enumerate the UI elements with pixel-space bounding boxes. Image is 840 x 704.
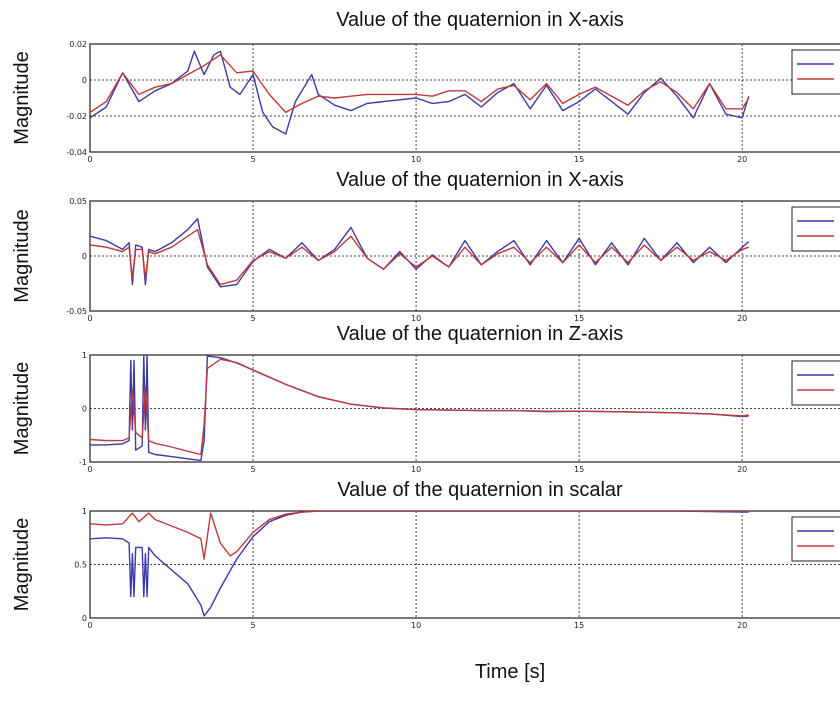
panel-4: Value of the quaternion in scalar Magnitu…	[11, 479, 840, 630]
y-tick-label: 1	[82, 351, 87, 360]
x-tick-label: 20	[737, 314, 747, 323]
y-tick-label: -0.04	[66, 148, 87, 157]
y-axis-label: Magnitude	[11, 518, 33, 611]
x-tick-label: 15	[574, 465, 584, 474]
series-line-2	[90, 358, 749, 456]
y-tick-label: 0.5	[74, 561, 87, 570]
y-axis-label: Magnitude	[11, 209, 33, 302]
series-line-1	[90, 217, 750, 288]
y-tick-label: -0.02	[66, 112, 87, 121]
legend-box	[791, 516, 840, 562]
x-tick-label: 0	[87, 465, 92, 474]
x-tick-label: 10	[411, 155, 421, 164]
x-tick-label: 20	[737, 621, 747, 630]
x-tick-label: 0	[87, 621, 92, 630]
series-line-1	[90, 50, 750, 135]
legend-box	[791, 360, 840, 406]
x-tick-label: 20	[737, 465, 747, 474]
x-tick-label: 10	[411, 621, 421, 630]
y-tick-label: -0.05	[66, 307, 87, 316]
panel-1: Value of the quaternion in X-axis Magnitu…	[11, 9, 840, 164]
panel-2: Value of the quaternion in X-axis Magnitu…	[11, 169, 840, 323]
x-tick-label: 15	[574, 621, 584, 630]
y-axis-label: Magnitude	[11, 51, 33, 144]
x-tick-label: 20	[737, 155, 747, 164]
legend-box	[791, 206, 840, 252]
series-line-1	[90, 511, 749, 617]
x-tick-label: 10	[411, 465, 421, 474]
x-tick-label: 10	[411, 314, 421, 323]
series-line-2	[90, 54, 750, 114]
panel-title: Value of the quaternion in X-axis	[336, 9, 624, 31]
legend-box	[791, 49, 840, 95]
panel-3: Value of the quaternion in Z-axis Magnitu…	[11, 323, 840, 474]
plot-frame	[89, 354, 840, 463]
panel-title: Value of the quaternion in X-axis	[336, 169, 624, 191]
panel-title: Value of the quaternion in scalar	[337, 479, 623, 501]
panels: Value of the quaternion in X-axis Magnitu…	[11, 9, 840, 630]
panel-title: Value of the quaternion in Z-axis	[337, 323, 623, 345]
y-axis-label: Magnitude	[11, 362, 33, 455]
series-line-2	[90, 511, 749, 560]
y-tick-label: 0.05	[69, 197, 87, 206]
x-tick-label: 0	[87, 155, 92, 164]
y-tick-label: 0	[82, 252, 87, 261]
y-tick-label: 0	[82, 76, 87, 85]
plot-frame	[89, 43, 840, 153]
y-tick-label: 1	[82, 507, 87, 516]
x-tick-label: 5	[250, 155, 255, 164]
series-line-2	[90, 228, 749, 286]
x-tick-label: 0	[87, 314, 92, 323]
series-line-1	[90, 355, 749, 462]
x-axis-label: Time [s]	[475, 661, 545, 683]
x-tick-label: 5	[250, 314, 255, 323]
y-tick-label: 0.02	[69, 40, 87, 49]
x-tick-label: 5	[250, 465, 255, 474]
x-tick-label: 15	[574, 314, 584, 323]
y-tick-label: 0	[82, 405, 87, 414]
plot-frame	[89, 200, 840, 312]
y-tick-label: -1	[79, 458, 87, 467]
x-tick-label: 15	[574, 155, 584, 164]
x-tick-label: 5	[250, 621, 255, 630]
y-tick-label: 0	[82, 614, 87, 623]
